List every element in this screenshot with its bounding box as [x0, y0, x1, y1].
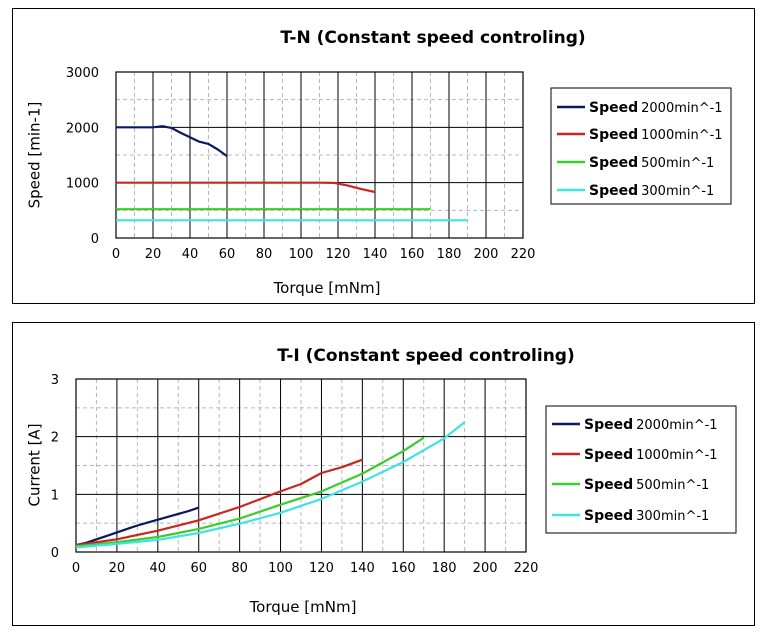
legend-entry-0: Speed 2000min^-1: [589, 100, 723, 116]
x-tick-label: 80: [231, 561, 248, 576]
legend-entry-2: Speed 500min^-1: [584, 477, 709, 493]
x-tick-label: 180: [432, 561, 457, 576]
y-axis-label: Current [A]: [26, 423, 44, 506]
x-tick-label: 140: [350, 561, 375, 576]
ti-chart: T-I (Constant speed controling)0 20 40 60 80…: [26, 346, 737, 616]
series-line-2: [75, 436, 425, 548]
legend-entry-1: Speed 1000min^-1: [589, 127, 723, 143]
legend-box: [545, 405, 737, 534]
plot-frame: [75, 378, 527, 553]
plot-grid: [115, 71, 524, 239]
series-line-1: [116, 181, 376, 194]
chart-title: T-I (Constant speed controling): [277, 346, 574, 366]
x-tick-label: 120: [326, 247, 351, 262]
tn-chart-panel: T-N (Constant speed controling) 0 20 40 60 80…: [12, 8, 755, 304]
y-axis-label: Speed [min-1]: [26, 102, 44, 209]
ti-chart-panel: T-I (Constant speed controling) 0 20 40 60 80…: [12, 322, 755, 626]
x-tick-label: 20: [145, 247, 162, 262]
y-tick-label: 1: [51, 488, 59, 503]
x-tick-label: 200: [474, 247, 499, 262]
x-tick-label: 160: [391, 561, 416, 576]
x-tick-label: 0: [112, 247, 120, 262]
chart-title: T-N (Constant speed controling): [280, 28, 585, 48]
x-tick-label: 0: [72, 561, 80, 576]
legend-entry-3: Speed 300min^-1: [584, 508, 709, 524]
x-tick-label: 160: [400, 247, 425, 262]
x-axis-label: Torque [mNm]: [273, 279, 381, 297]
series-line-0: [75, 506, 200, 547]
plot-grid: [75, 378, 527, 553]
y-tick-label: 0: [51, 546, 59, 561]
x-tick-label: 180: [437, 247, 462, 262]
x-tick-label: 80: [256, 247, 273, 262]
y-tick-label: 1000: [66, 177, 99, 192]
series-line-1: [75, 458, 363, 547]
legend-entry-0: Speed 2000min^-1: [584, 417, 718, 433]
x-tick-label: 40: [182, 247, 199, 262]
legend-entry-2: Speed 500min^-1: [589, 155, 714, 171]
legend-entry-3: Speed 300min^-1: [589, 183, 714, 199]
tn-chart: T-N (Constant speed controling) 0 20 40 60 80…: [26, 28, 732, 297]
legend-entry-1: Speed 1000min^-1: [584, 447, 718, 463]
x-tick-label: 100: [289, 247, 314, 262]
y-tick-label: 3: [51, 373, 59, 388]
series-line-0: [116, 125, 228, 157]
y-tick-label: 0: [91, 232, 99, 247]
y-tick-label: 3000: [66, 66, 99, 81]
x-tick-label: 40: [150, 561, 167, 576]
series-line-3: [75, 421, 466, 549]
x-tick-label: 100: [268, 561, 293, 576]
x-tick-label: 220: [511, 247, 536, 262]
y-tick-label: 2000: [66, 121, 99, 136]
plot-frame: [115, 71, 524, 239]
x-tick-label: 140: [363, 247, 388, 262]
x-tick-label: 60: [190, 561, 207, 576]
x-tick-label: 220: [514, 561, 539, 576]
x-tick-label: 200: [473, 561, 498, 576]
x-tick-label: 20: [109, 561, 126, 576]
x-axis-label: Torque [mNm]: [249, 598, 357, 616]
y-tick-label: 2: [51, 431, 59, 446]
x-tick-label: 60: [219, 247, 236, 262]
x-tick-label: 120: [309, 561, 334, 576]
